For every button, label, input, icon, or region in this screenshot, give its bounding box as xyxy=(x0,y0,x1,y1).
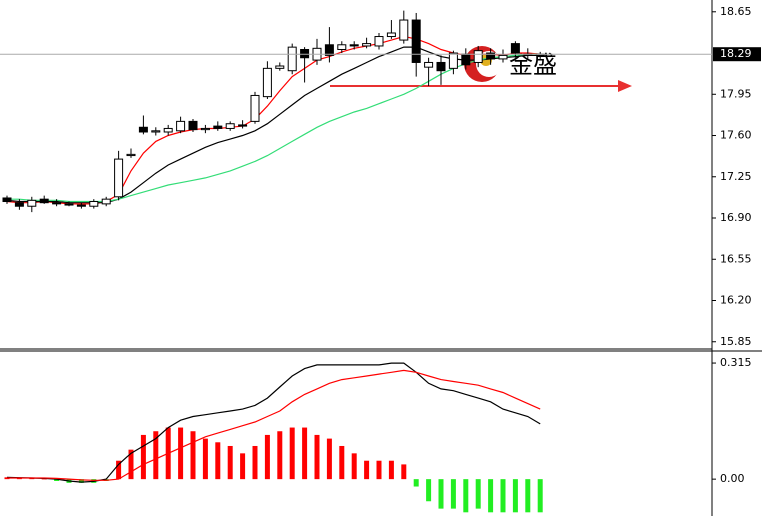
candle-body xyxy=(250,94,260,122)
histogram-bar xyxy=(116,460,122,480)
histogram-bar xyxy=(376,460,382,480)
candle-body xyxy=(89,201,99,207)
candle-body xyxy=(275,65,285,69)
candle-body xyxy=(138,126,148,133)
candle-body xyxy=(362,43,372,47)
candle-body xyxy=(411,19,421,63)
candle-body xyxy=(2,197,12,203)
histogram-bar xyxy=(78,479,84,483)
candle-body xyxy=(14,202,24,207)
histogram-bar xyxy=(128,449,134,480)
histogram-bar xyxy=(54,479,60,481)
candle-body xyxy=(448,52,458,69)
candle-body xyxy=(64,203,74,206)
y-tick-label: 16.20 xyxy=(720,294,752,307)
current-price-label: 18.29 xyxy=(720,47,752,60)
histogram-bar xyxy=(388,460,394,480)
candle-body xyxy=(436,61,446,72)
histogram-bar xyxy=(202,438,208,480)
y-tick-label: 0.315 xyxy=(720,356,752,369)
histogram-bar xyxy=(364,460,370,480)
histogram-bar xyxy=(240,453,246,480)
y-tick-label: 18.65 xyxy=(720,5,752,18)
candle-body xyxy=(76,204,86,207)
histogram-bar xyxy=(326,438,332,480)
histogram-bar xyxy=(512,479,518,513)
candle-body xyxy=(374,36,384,47)
indicator-line xyxy=(6,362,541,483)
histogram-bar xyxy=(463,479,469,513)
histogram-bar xyxy=(475,479,481,509)
candle-body xyxy=(101,198,111,205)
histogram-bar xyxy=(500,479,506,513)
indicator-line xyxy=(7,369,541,481)
y-tick-label: 17.60 xyxy=(720,129,752,142)
candle-body xyxy=(498,54,508,60)
histogram-bar xyxy=(438,479,444,509)
candle-body xyxy=(510,43,520,54)
histogram-bar xyxy=(351,453,357,480)
histogram-bar xyxy=(488,479,494,513)
candle-body xyxy=(486,52,496,60)
candle-body xyxy=(114,158,124,198)
candle-body xyxy=(27,199,37,207)
candle-body xyxy=(262,67,272,98)
arrow xyxy=(330,80,632,92)
y-tick-label: 0.00 xyxy=(720,472,745,485)
candle-body xyxy=(200,127,210,131)
candle-body xyxy=(39,198,49,204)
histogram-bar xyxy=(215,442,221,480)
histogram-bar xyxy=(153,431,159,480)
histogram-bar xyxy=(252,445,258,480)
candle-body xyxy=(473,50,483,63)
histogram-bar xyxy=(190,431,196,480)
candle-body xyxy=(238,124,248,127)
histogram-bar xyxy=(302,427,308,480)
candle-body xyxy=(163,127,173,133)
y-tick-label: 17.25 xyxy=(720,170,752,183)
histogram-bar xyxy=(140,434,146,480)
candle-body xyxy=(349,44,359,47)
histogram-bar xyxy=(413,479,419,487)
histogram-bar xyxy=(264,434,270,480)
candle-body xyxy=(300,48,310,59)
current-price-box xyxy=(713,47,761,62)
histogram-bar xyxy=(314,434,320,480)
histogram-bar xyxy=(525,479,531,513)
y-tick-label: 17.95 xyxy=(720,87,752,100)
histogram-bar xyxy=(450,479,456,509)
candle-body xyxy=(461,53,471,66)
candle-body xyxy=(213,125,223,129)
y-tick-label: 15.85 xyxy=(720,335,752,348)
histogram-bar xyxy=(339,445,345,480)
candle-body xyxy=(424,61,434,68)
candle-body xyxy=(337,44,347,50)
candle-body xyxy=(225,123,235,129)
y-tick-label: 16.90 xyxy=(720,211,752,224)
histogram-bar xyxy=(178,427,184,480)
candle-body xyxy=(188,120,198,131)
arrow-head xyxy=(618,80,632,92)
histogram-bar xyxy=(289,427,295,480)
histogram-bar xyxy=(401,464,407,480)
candle-body xyxy=(386,32,396,38)
y-tick-label: 16.55 xyxy=(720,252,752,265)
candle-body xyxy=(399,19,409,41)
histogram-bar xyxy=(426,479,432,502)
histogram-bar xyxy=(537,479,543,513)
candle-body xyxy=(52,202,62,205)
histogram-bar xyxy=(227,445,233,480)
candle-body xyxy=(176,120,186,132)
candle-body xyxy=(126,153,136,157)
candle-body xyxy=(324,44,334,56)
candle-body xyxy=(287,46,297,72)
candle-body xyxy=(151,130,161,133)
histogram-bar xyxy=(277,431,283,480)
